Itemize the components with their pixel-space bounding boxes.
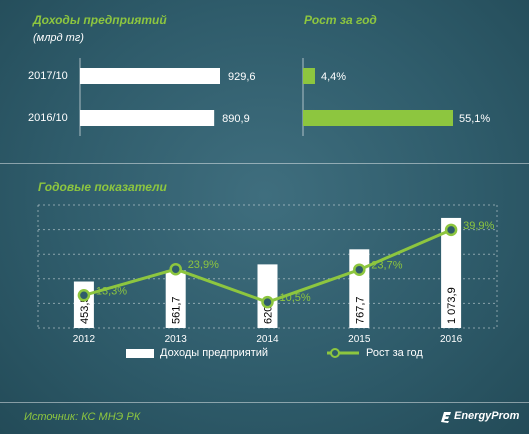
row-label-2017-10: 2017/10 <box>28 70 68 82</box>
growth-point-2014 <box>261 295 274 309</box>
chart-title: Годовые показатели <box>38 180 167 194</box>
growth-point-2013 <box>169 262 182 276</box>
legend-income-label: Доходы предприятий <box>160 347 269 359</box>
x-tick-label-2015: 2015 <box>348 334 371 345</box>
growth-label-2014: 10,5% <box>280 292 311 304</box>
row-label-2016-10: 2016/10 <box>28 112 68 124</box>
growth-point-2012 <box>77 289 91 302</box>
growth-label-2015: 23,7% <box>371 260 402 272</box>
top-bars: 929,6 890,9 4,4% 55,1% <box>79 58 490 136</box>
income-value-2016-10: 890,9 <box>222 113 250 125</box>
income-units: (млрд тг) <box>33 32 84 44</box>
growth-label-2013: 23,9% <box>188 259 219 271</box>
divider-bottom <box>0 402 529 403</box>
income-value-2017-10: 929,6 <box>228 71 256 83</box>
growth-label-2016: 39,9% <box>463 220 494 232</box>
growth-point-2016 <box>444 223 458 237</box>
energyprom-logo-icon <box>441 412 451 423</box>
income-section-title: Доходы предприятий <box>33 13 167 27</box>
growth-label-2012: 13,3% <box>96 285 127 297</box>
bar-2013 <box>165 270 186 328</box>
growth-value-2016-10: 55,1% <box>459 113 490 125</box>
income-bar-2016-10 <box>80 110 215 126</box>
x-tick-label-2013: 2013 <box>165 334 188 345</box>
legend-line-swatch <box>327 348 359 358</box>
income-bar-2017-10 <box>80 68 220 84</box>
x-tick-label-2016: 2016 <box>440 334 463 345</box>
growth-bar-2016-10 <box>303 110 453 126</box>
growth-point-2015 <box>353 263 366 276</box>
divider-top <box>0 163 529 164</box>
bar-label-2012: 453,5 <box>79 296 91 324</box>
legend-bar-swatch <box>126 349 154 358</box>
growth-bar-2017-10 <box>303 68 315 84</box>
bar-label-2015: 767,7 <box>354 296 366 324</box>
x-tick-label-2014: 2014 <box>256 334 279 345</box>
brand-name: EnergyProm <box>454 410 520 422</box>
bar-2016 <box>441 217 462 328</box>
growth-section-title: Рост за год <box>304 13 377 27</box>
bar-label-2016: 1 073,9 <box>446 287 458 324</box>
bar-label-2013: 561,7 <box>171 296 183 324</box>
x-tick-label-2012: 2012 <box>73 334 96 345</box>
legend-growth-label: Рост за год <box>366 347 423 359</box>
growth-value-2017-10: 4,4% <box>321 71 346 83</box>
brand-logo: EnergyProm <box>438 409 520 425</box>
source-note: Источник: КС МНЭ РК <box>24 411 141 423</box>
